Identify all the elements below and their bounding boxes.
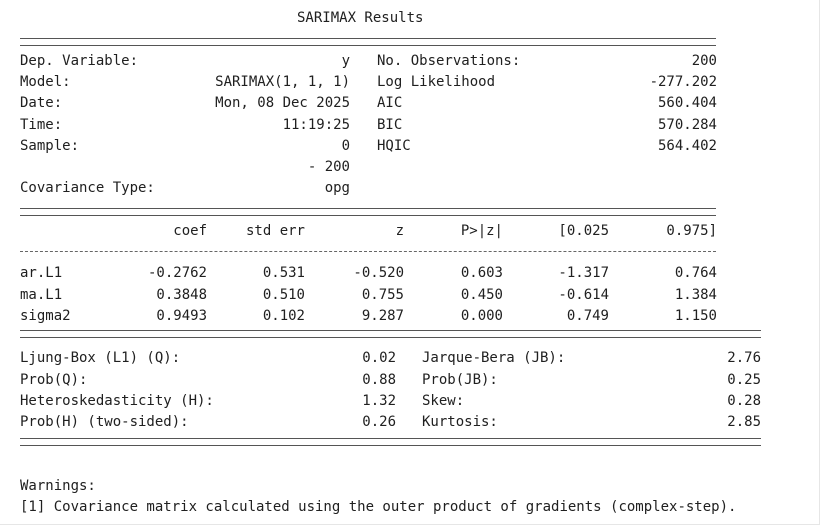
diag-value-prob-q: 0.88	[362, 372, 396, 388]
cell-sigma2-ci-upper: 1.150	[674, 308, 717, 324]
cell-sigma2-ci-lower: 0.749	[566, 308, 609, 324]
warning-item: [1] Covariance matrix calculated using t…	[20, 499, 737, 515]
diag-label-prob-h: Prob(H) (two-sided):	[20, 414, 189, 430]
cell-sigma2-z: 9.287	[361, 308, 404, 324]
cell-ar-l1-coef: -0.2762	[147, 265, 207, 281]
diag-value-jarque-bera: 2.76	[727, 350, 761, 366]
cell-ma-l1-std-err: 0.510	[262, 287, 305, 303]
cell-ar-l1-pvalue: 0.603	[460, 265, 503, 281]
header-value-sample-end: - 200	[307, 159, 350, 175]
header-label-time: Time:	[20, 117, 63, 133]
diag-value-heteroskedasticity: 1.32	[362, 393, 396, 409]
diag-label-jarque-bera: Jarque-Bera (JB):	[422, 350, 566, 366]
header-value-sample-start: 0	[341, 138, 350, 154]
header-label-model: Model:	[20, 74, 71, 90]
cell-ma-l1-coef: 0.3848	[156, 287, 207, 303]
header-label-dep-variable: Dep. Variable:	[20, 53, 139, 69]
cell-ar-l1-std-err: 0.531	[262, 265, 305, 281]
header-value-bic: 570.284	[657, 117, 717, 133]
header-value-aic: 560.404	[657, 95, 717, 111]
header-label-covariance-type: Covariance Type:	[20, 180, 155, 196]
double-rule-top	[20, 38, 716, 46]
diag-label-prob-jb: Prob(JB):	[422, 372, 498, 388]
diag-label-heteroskedasticity: Heteroskedasticity (H):	[20, 393, 214, 409]
header-value-date: Mon, 08 Dec 2025	[215, 95, 350, 111]
header-label-no-observations: No. Observations:	[377, 53, 521, 69]
header-label-date: Date:	[20, 95, 63, 111]
header-value-dep-variable: y	[341, 53, 350, 69]
cell-sigma2-std-err: 0.102	[262, 308, 305, 324]
header-label-aic: AIC	[377, 95, 403, 111]
col-header-z: z	[395, 223, 404, 239]
diag-value-kurtosis: 2.85	[727, 414, 761, 430]
header-value-covariance-type: opg	[324, 180, 350, 196]
cell-ma-l1-pvalue: 0.450	[460, 287, 503, 303]
header-value-log-likelihood: -277.202	[649, 74, 717, 90]
diag-value-skew: 0.28	[727, 393, 761, 409]
header-value-model: SARIMAX(1, 1, 1)	[215, 74, 350, 90]
diag-label-skew: Skew:	[422, 393, 465, 409]
diag-value-ljung-box: 0.02	[362, 350, 396, 366]
dashed-rule-coef-header	[20, 251, 716, 252]
cell-ma-l1-ci-upper: 1.384	[674, 287, 717, 303]
cell-ar-l1-ci-lower: -1.317	[558, 265, 609, 281]
cell-sigma2-pvalue: 0.000	[460, 308, 503, 324]
header-label-sample: Sample:	[20, 138, 80, 154]
cell-ma-l1-z: 0.755	[361, 287, 404, 303]
param-name-ar-l1: ar.L1	[20, 265, 63, 281]
results-title: SARIMAX Results	[297, 10, 424, 26]
col-header-ci-upper: 0.975]	[666, 223, 717, 239]
col-header-std-err: std err	[245, 223, 305, 239]
diag-label-ljung-box: Ljung-Box (L1) (Q):	[20, 350, 181, 366]
double-rule-diagnostics-end	[20, 438, 761, 446]
col-header-ci-lower: [0.025	[558, 223, 609, 239]
diag-value-prob-h: 0.26	[362, 414, 396, 430]
header-value-no-observations: 200	[691, 53, 717, 69]
diag-label-kurtosis: Kurtosis:	[422, 414, 498, 430]
cell-ar-l1-ci-upper: 0.764	[674, 265, 717, 281]
header-label-hqic: HQIC	[377, 138, 411, 154]
header-label-bic: BIC	[377, 117, 403, 133]
warnings-heading: Warnings:	[20, 478, 96, 494]
col-header-pvalue: P>|z|	[460, 223, 503, 239]
col-header-coef: coef	[173, 223, 207, 239]
header-label-log-likelihood: Log Likelihood	[377, 74, 496, 90]
param-name-ma-l1: ma.L1	[20, 287, 63, 303]
cell-sigma2-coef: 0.9493	[156, 308, 207, 324]
diag-value-prob-jb: 0.25	[727, 372, 761, 388]
param-name-sigma2: sigma2	[20, 308, 71, 324]
diag-label-prob-q: Prob(Q):	[20, 372, 88, 388]
cell-ar-l1-z: -0.520	[353, 265, 404, 281]
header-value-hqic: 564.402	[657, 138, 717, 154]
cell-ma-l1-ci-lower: -0.614	[558, 287, 609, 303]
double-rule-header-end	[20, 208, 716, 216]
header-value-time: 11:19:25	[282, 117, 350, 133]
double-rule-coef-end	[20, 330, 761, 338]
